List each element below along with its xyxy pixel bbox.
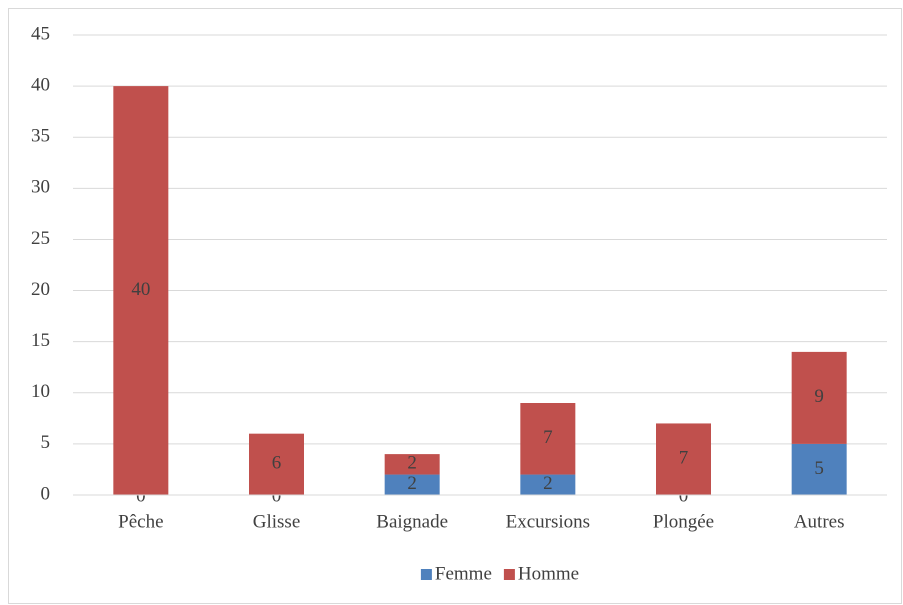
x-tick-label: Baignade bbox=[376, 511, 448, 532]
bar-segment bbox=[113, 86, 169, 495]
legend-label: Homme bbox=[518, 563, 579, 584]
bar-segment bbox=[791, 351, 847, 444]
data-label: 7 bbox=[679, 448, 689, 469]
legend-label: Femme bbox=[435, 563, 492, 584]
y-tick-label: 10 bbox=[31, 381, 50, 402]
bar-segment bbox=[384, 454, 440, 475]
y-tick-label: 40 bbox=[31, 74, 50, 95]
y-tick-label: 0 bbox=[41, 483, 51, 504]
data-label: 9 bbox=[814, 386, 824, 407]
y-tick-label: 20 bbox=[31, 279, 50, 300]
y-tick-label: 35 bbox=[31, 126, 50, 147]
y-tick-label: 25 bbox=[31, 228, 50, 249]
data-label: 0 bbox=[272, 485, 282, 506]
legend-swatch bbox=[503, 569, 515, 580]
data-label: 2 bbox=[543, 473, 553, 494]
bar-segment bbox=[384, 474, 440, 495]
data-label: 5 bbox=[814, 458, 824, 479]
y-tick-label: 15 bbox=[31, 330, 50, 351]
bar-segment bbox=[656, 423, 711, 495]
data-label: 2 bbox=[407, 473, 417, 494]
bar-segment bbox=[791, 443, 847, 495]
y-tick-label: 5 bbox=[41, 432, 51, 453]
y-tick-label: 30 bbox=[31, 177, 50, 198]
data-label: 7 bbox=[543, 427, 553, 448]
y-tick-label: 45 bbox=[31, 23, 50, 44]
bar-segment bbox=[249, 433, 304, 495]
bar-segment bbox=[520, 403, 576, 475]
data-label: 2 bbox=[407, 453, 417, 474]
data-label: 6 bbox=[272, 453, 282, 474]
data-label: 0 bbox=[679, 485, 689, 506]
x-tick-label: Autres bbox=[794, 511, 845, 532]
x-tick-label: Excursions bbox=[506, 511, 590, 532]
x-tick-label: Glisse bbox=[253, 511, 301, 532]
legend-swatch bbox=[420, 569, 432, 580]
x-tick-label: Pêche bbox=[118, 511, 163, 532]
bar-segment bbox=[520, 474, 576, 495]
x-tick-label: Plongée bbox=[653, 511, 714, 532]
data-label: 0 bbox=[136, 485, 146, 506]
data-label: 40 bbox=[131, 279, 150, 300]
